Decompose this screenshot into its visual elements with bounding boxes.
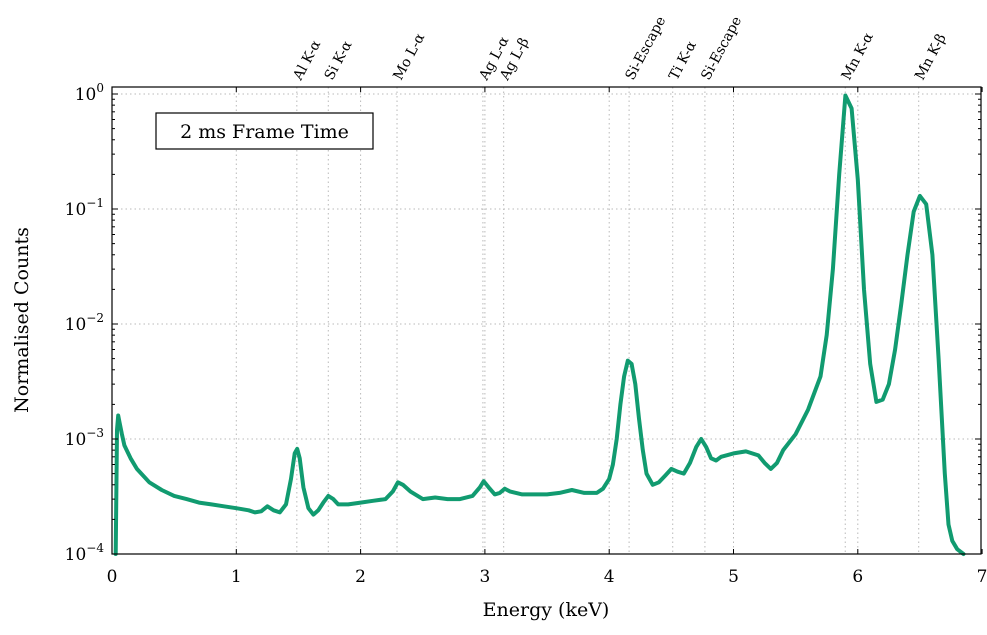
- emission-line-label: Si-Escape: [622, 14, 669, 83]
- x-axis-label: Energy (keV): [483, 599, 610, 621]
- grid: [112, 87, 981, 554]
- x-tick-label: 4: [604, 567, 615, 587]
- spectrum-series: [113, 93, 966, 556]
- y-tick-label: 100: [75, 81, 104, 105]
- annotation-text: 2 ms Frame Time: [180, 121, 349, 143]
- axis-ticks: 0 1 2 3 4 5 6 7 10−4 10−3 10−2 10−1 100: [65, 81, 987, 587]
- emission-line-label: Mn K-β: [912, 31, 950, 83]
- annotation-box: [155, 112, 374, 150]
- frame-time-annotation: 2 ms Frame Time: [155, 112, 374, 150]
- x-tick-label: 5: [728, 567, 739, 587]
- x-tick-label: 7: [977, 567, 987, 587]
- x-tick-label: 0: [107, 567, 118, 587]
- emission-line-label: Mn K-α: [839, 29, 878, 82]
- spectrum-line: [113, 93, 966, 556]
- plot-frame: [111, 86, 982, 555]
- x-tick-label: 2: [355, 567, 366, 587]
- y-tick-label: 10−3: [65, 426, 104, 450]
- emission-line-label: Ti K-α: [666, 38, 700, 83]
- x-tick-label: 3: [479, 567, 490, 587]
- emission-line-label: Si-Escape: [698, 14, 745, 83]
- y-tick-label: 10−1: [65, 196, 104, 220]
- y-tick-label: 10−4: [65, 541, 105, 565]
- emission-line-label: Mo L-α: [390, 30, 428, 83]
- x-tick-label: 1: [231, 567, 242, 587]
- emission-line-markers: Al K-αSi K-α Mo L-α Ag L-αAg L-β Si-EscapeT…: [290, 14, 950, 554]
- emission-line-label: Al K-α: [290, 37, 325, 84]
- emission-line-label: Si K-α: [322, 38, 356, 83]
- y-tick-label: 10−2: [65, 311, 104, 335]
- x-tick-label: 6: [852, 567, 863, 587]
- y-axis-label: Normalised Counts: [11, 227, 33, 413]
